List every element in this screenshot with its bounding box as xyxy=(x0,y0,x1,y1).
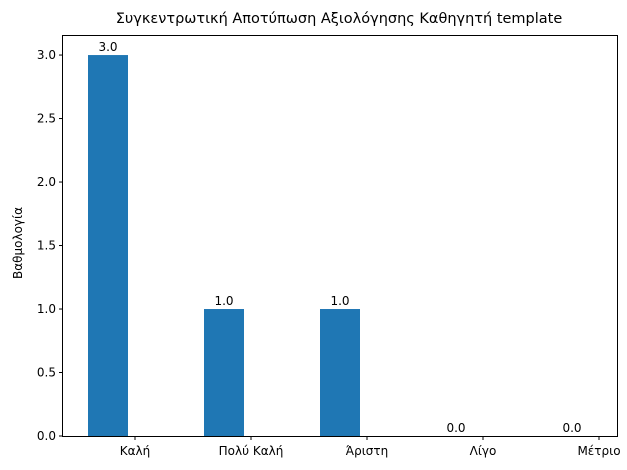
y-tick-label-0: 0.0 xyxy=(37,429,56,443)
y-tick-label-5: 2.5 xyxy=(37,112,56,126)
x-tick-label-3: Λίγο xyxy=(470,444,497,458)
data-label-2: 1.0 xyxy=(330,294,349,308)
data-labels-group: 3.0 1.0 1.0 0.0 0.0 xyxy=(98,40,581,435)
y-axis: 0.0 0.5 1.0 1.5 2.0 2.5 3.0 xyxy=(37,48,63,443)
bars-group xyxy=(88,55,360,437)
y-tick-label-6: 3.0 xyxy=(37,48,56,62)
x-tick-label-1: Πολύ Καλή xyxy=(219,444,284,458)
y-tick-label-2: 1.0 xyxy=(37,302,56,316)
bar-2 xyxy=(320,309,360,436)
y-tick-label-4: 2.0 xyxy=(37,175,56,189)
x-tick-label-4: Μέτριο xyxy=(577,444,620,458)
x-axis: Καλή Πολύ Καλή Άριστη Λίγο Μέτριο xyxy=(120,436,621,458)
y-tick-label-3: 1.5 xyxy=(37,239,56,253)
data-label-0: 3.0 xyxy=(98,40,117,54)
plot-frame xyxy=(62,35,618,437)
data-label-3: 0.0 xyxy=(446,421,465,435)
y-tick-label-1: 0.5 xyxy=(37,366,56,380)
chart-title: Συγκεντρωτική Αποτύπωση Αξιολόγησης Καθη… xyxy=(116,11,563,27)
data-label-4: 0.0 xyxy=(562,421,581,435)
bar-0 xyxy=(88,55,128,437)
data-label-1: 1.0 xyxy=(214,294,233,308)
bar-1 xyxy=(204,309,244,436)
y-axis-label: Βαθμολογία xyxy=(11,207,25,279)
x-tick-label-0: Καλή xyxy=(120,444,151,458)
x-tick-label-2: Άριστη xyxy=(346,444,388,458)
